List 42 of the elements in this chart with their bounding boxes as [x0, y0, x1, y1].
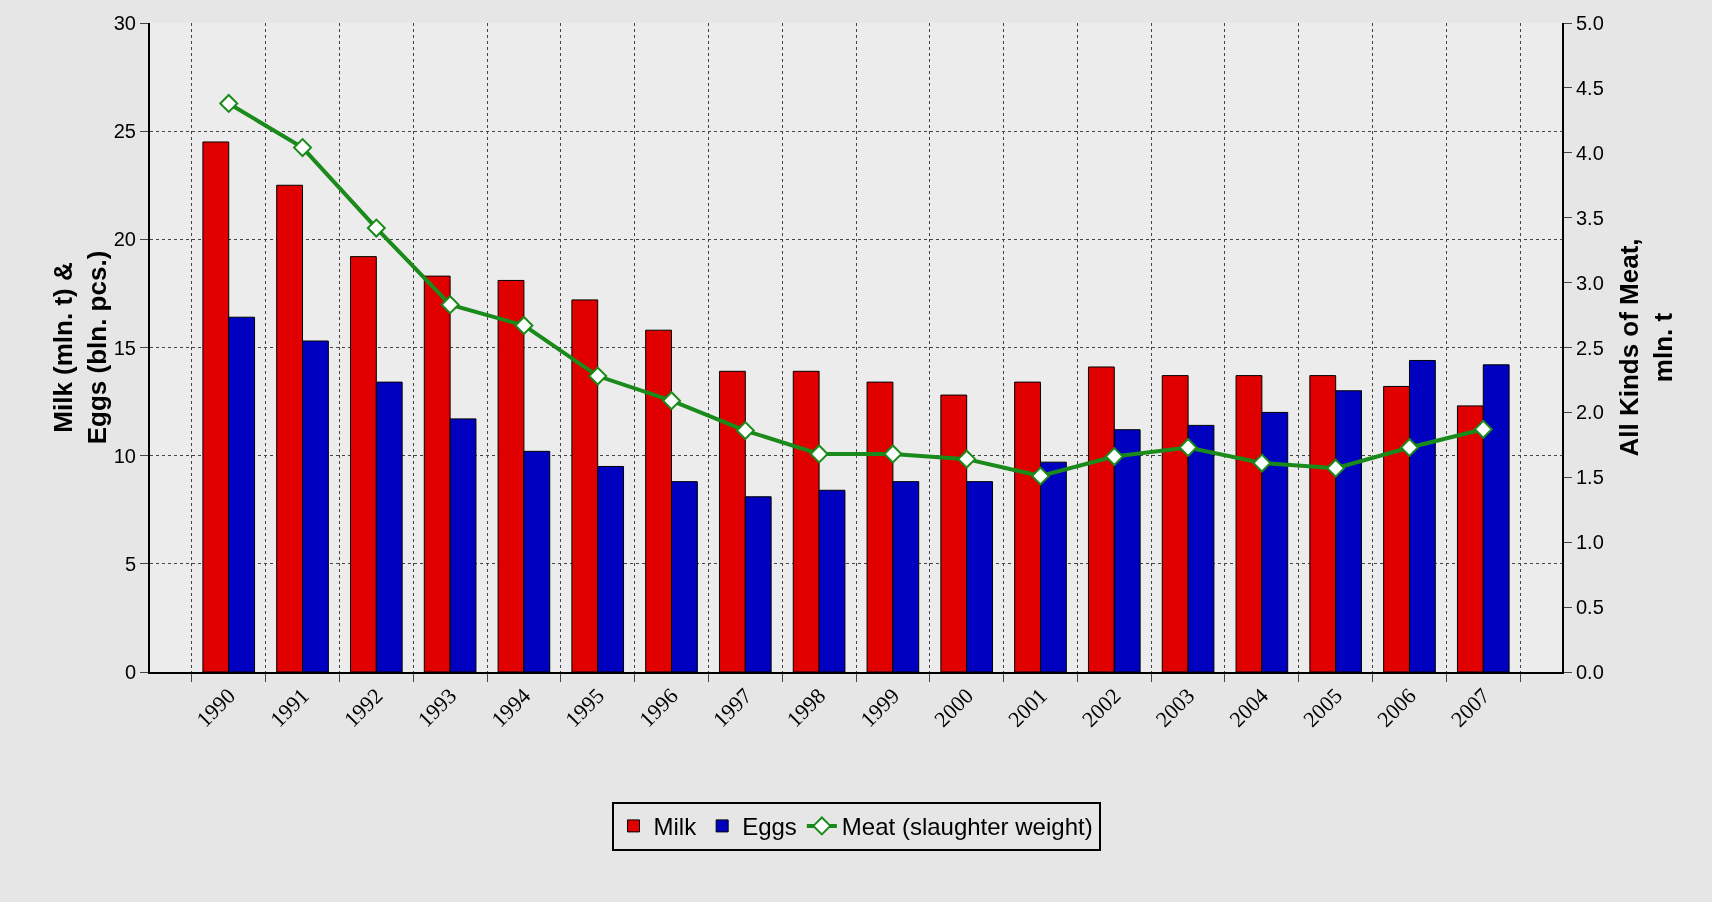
point	[366, 218, 386, 238]
y2-tick-label: 1.0	[1576, 531, 1604, 554]
point	[957, 449, 977, 469]
y-tick-label: 15	[113, 336, 136, 359]
y-tick-label: 0	[124, 661, 136, 683]
point	[588, 366, 608, 386]
y-tick-label: 5	[124, 552, 136, 575]
point	[514, 315, 534, 335]
y-tick-label: 30	[113, 12, 136, 34]
y2-tick-label: 0.0	[1576, 661, 1604, 683]
y-tick-label: 25	[113, 120, 136, 143]
point	[735, 421, 755, 441]
point	[809, 444, 829, 464]
legend-label: Milk	[653, 813, 698, 841]
point	[219, 94, 239, 113]
point	[662, 391, 681, 411]
y2-tick-label: 3.0	[1576, 271, 1604, 294]
y-tick-label: 10	[113, 444, 136, 467]
y2-tick-label: 2.0	[1576, 401, 1604, 424]
y-axis-title: Milk (mln. t) & Eggs (bln. pcs.)	[47, 250, 112, 445]
y2-axis-title: All Kinds of Meat, mln. t	[1614, 238, 1678, 457]
x-tick-label: 1991	[265, 683, 314, 732]
y-tick-label: 20	[113, 228, 136, 251]
point	[1252, 453, 1272, 473]
point	[440, 295, 460, 315]
y2-tick-label: 1.5	[1576, 466, 1604, 489]
legend-label: Eggs	[742, 813, 797, 841]
point	[1400, 438, 1419, 457]
point	[1326, 458, 1346, 478]
point	[883, 444, 903, 464]
y2-tick-label: 5.0	[1576, 12, 1604, 34]
point	[1031, 466, 1050, 486]
y2-tick-label: 4.0	[1576, 141, 1604, 164]
point	[1104, 447, 1124, 466]
point	[1178, 438, 1198, 457]
legend-label: Meat (slaughter weight)	[841, 813, 1093, 841]
point	[1473, 419, 1493, 439]
y2-tick-label: 2.5	[1576, 336, 1604, 359]
point	[293, 138, 312, 158]
y2-tick-label: 4.5	[1576, 76, 1604, 99]
y2-tick-label: 0.5	[1576, 596, 1604, 619]
y2-tick-label: 3.5	[1576, 206, 1604, 229]
